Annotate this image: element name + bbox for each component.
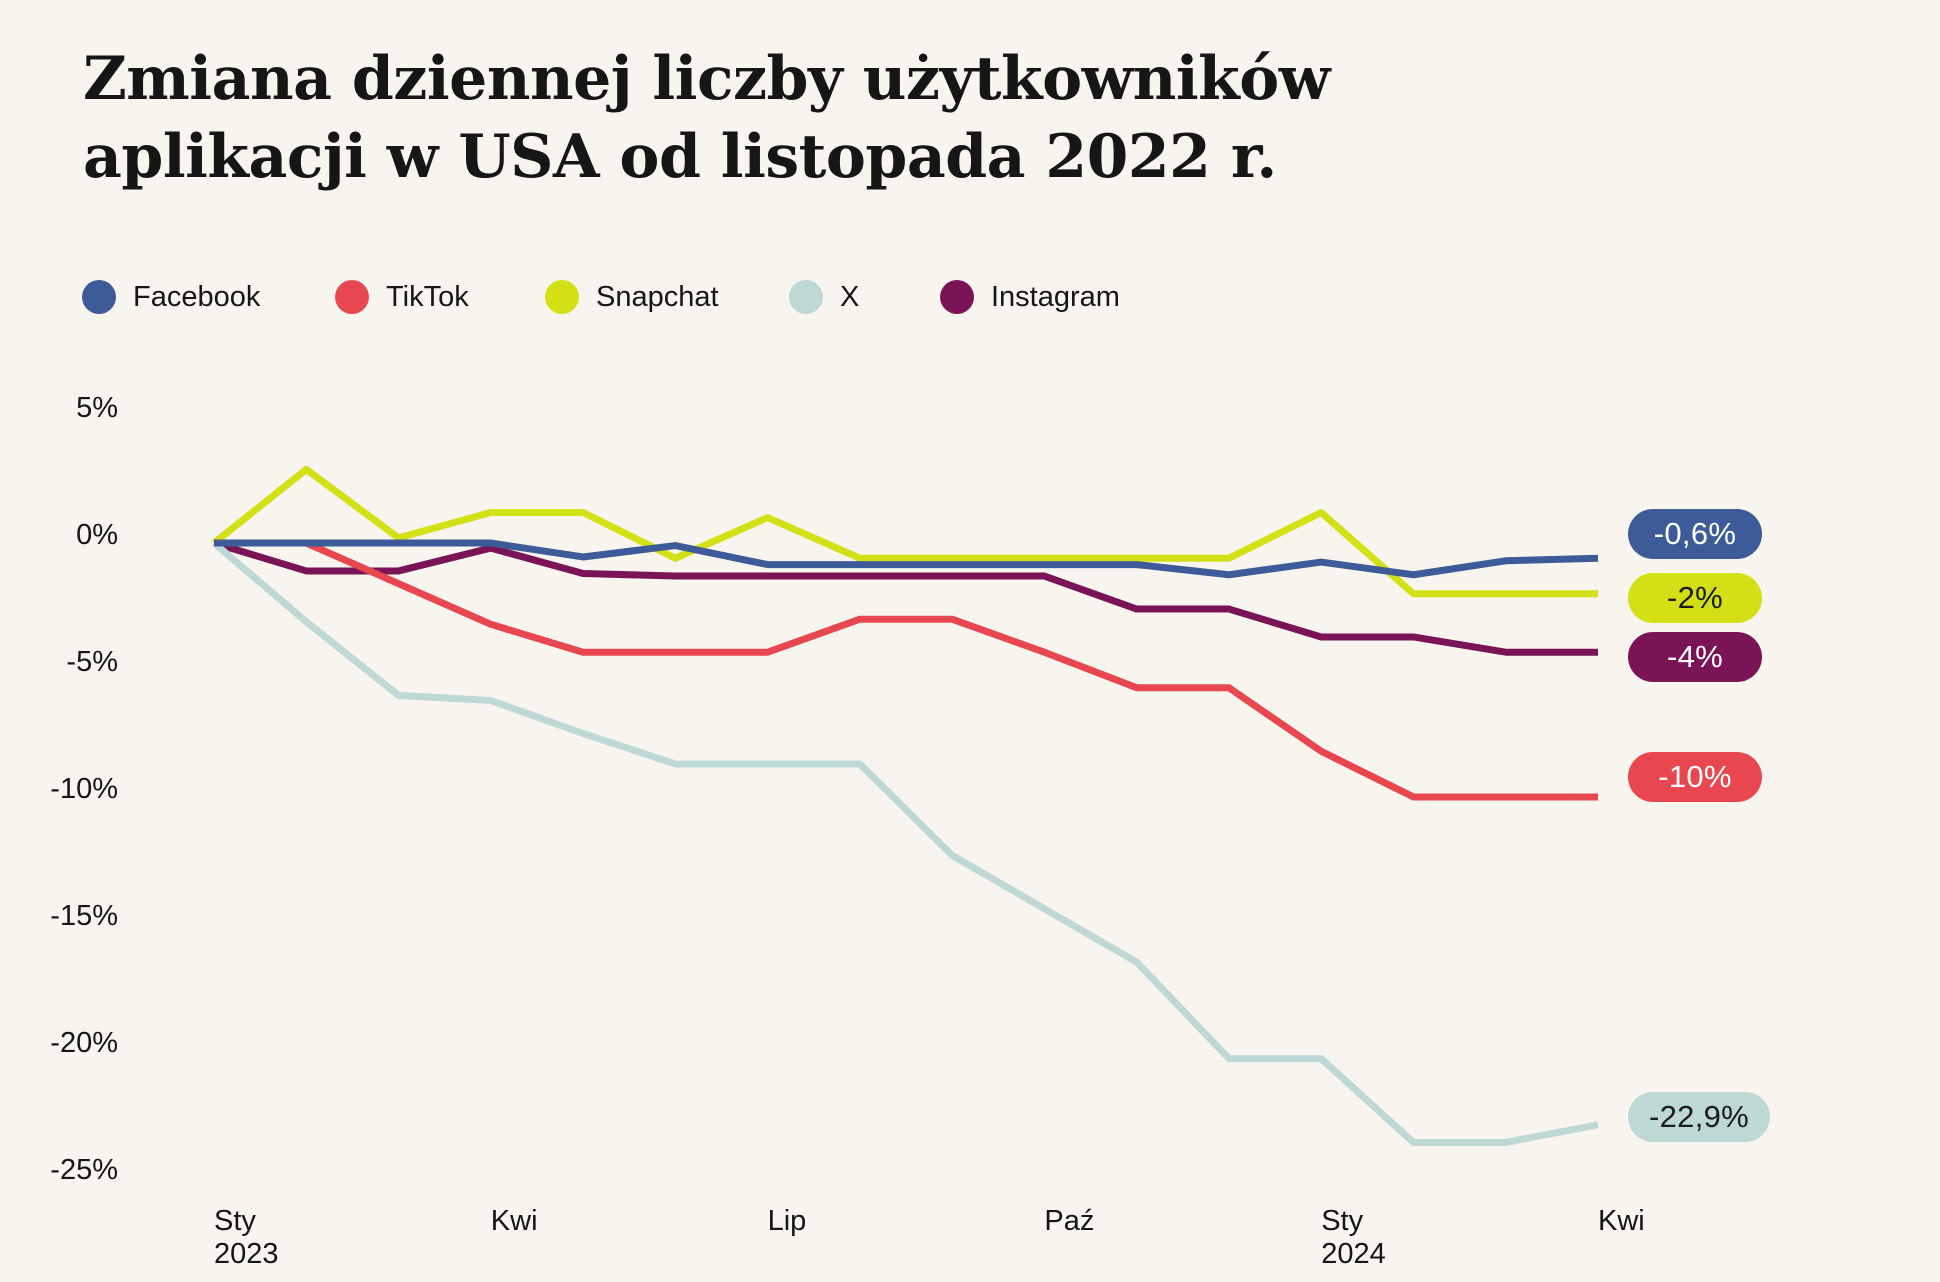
line-instagram: [212, 539, 1598, 656]
line-facebook: [214, 539, 1599, 579]
y-axis-tick-label: -5%: [66, 646, 118, 678]
y-axis-tick-label: -15%: [50, 900, 118, 932]
legend-dot-instagram: [940, 280, 974, 314]
end-label-instagram: -4%: [1628, 632, 1762, 683]
y-axis-tick-label: -10%: [50, 773, 118, 805]
line-tiktok: [214, 539, 1598, 801]
legend-item-snapchat: Snapchat: [545, 279, 719, 315]
legend-item-tiktok: TikTok: [335, 279, 469, 315]
line-x: [211, 540, 1599, 1146]
end-label-snapchat: -2%: [1628, 572, 1762, 623]
end-label-tiktok: -10%: [1628, 752, 1762, 802]
legend-label: Snapchat: [596, 280, 719, 313]
end-label-facebook: -0,6%: [1628, 509, 1762, 560]
legend-dot-facebook: [82, 280, 116, 314]
x-axis-tick-label: Kwi: [1598, 1205, 1645, 1237]
legend-item-x: X: [789, 279, 859, 315]
legend-dot-tiktok: [335, 280, 369, 314]
line-snapchat: [211, 465, 1598, 598]
legend-dot-x: [789, 280, 823, 314]
x-axis-tick-label: Sty 2023: [214, 1205, 279, 1270]
legend-dot-snapchat: [545, 280, 579, 314]
x-axis-tick-label: Paź: [1044, 1205, 1095, 1237]
y-axis-tick-label: -25%: [50, 1154, 118, 1186]
legend-label: X: [840, 280, 860, 313]
page-title-line-1: Zmiana dziennej liczby użytkowników: [83, 44, 1330, 114]
x-axis-tick-label: Lip: [767, 1205, 807, 1237]
page-title: Zmiana dziennej liczby użytkowników apli…: [83, 40, 1330, 196]
legend-label: TikTok: [386, 280, 469, 313]
x-axis-tick-label: Kwi: [490, 1205, 538, 1237]
end-label-x: -22,9%: [1628, 1091, 1770, 1142]
y-axis-tick-label: 5%: [76, 392, 118, 424]
legend-label: Instagram: [991, 280, 1120, 313]
legend: Facebook TikTok Snapchat X Instagram: [0, 279, 1940, 317]
y-axis-tick-label: -20%: [50, 1027, 118, 1059]
x-axis-tick-label: Sty 2024: [1321, 1205, 1386, 1270]
legend-label: Facebook: [133, 280, 261, 313]
legend-item-facebook: Facebook: [82, 279, 260, 315]
page-title-line-2: aplikacji w USA od listopada 2022 r.: [83, 122, 1277, 192]
y-axis-tick-label: 0%: [76, 519, 118, 551]
legend-item-instagram: Instagram: [940, 279, 1120, 315]
